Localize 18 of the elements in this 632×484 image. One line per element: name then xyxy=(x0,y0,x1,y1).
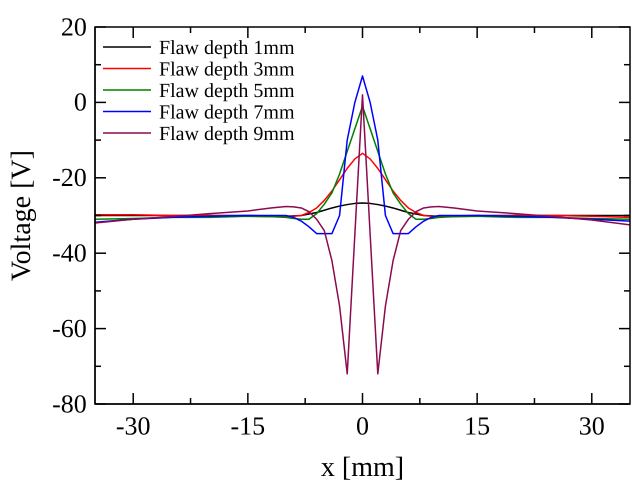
x-tick-label: 0 xyxy=(356,411,369,440)
legend-label: Flaw depth 9mm xyxy=(159,123,295,145)
y-tick-label: -20 xyxy=(52,163,87,192)
y-tick-label: -60 xyxy=(52,314,87,343)
x-axis-title: x [mm] xyxy=(320,452,404,483)
x-tick-label: 30 xyxy=(578,411,605,440)
y-tick-label: 0 xyxy=(74,88,87,117)
legend-label: Flaw depth 5mm xyxy=(159,80,295,102)
legend-label: Flaw depth 3mm xyxy=(159,58,295,80)
y-tick-label: 20 xyxy=(60,12,87,42)
x-tick-label: 15 xyxy=(464,411,490,440)
legend-label: Flaw depth 1mm xyxy=(159,37,295,59)
y-tick-label: -40 xyxy=(52,238,87,268)
y-axis-title: Voltage [V] xyxy=(6,150,37,281)
x-tick-label: -15 xyxy=(230,411,266,440)
x-tick-label: -30 xyxy=(116,411,151,440)
y-tick-label: -80 xyxy=(52,389,87,418)
legend-label: Flaw depth 7mm xyxy=(159,102,295,124)
